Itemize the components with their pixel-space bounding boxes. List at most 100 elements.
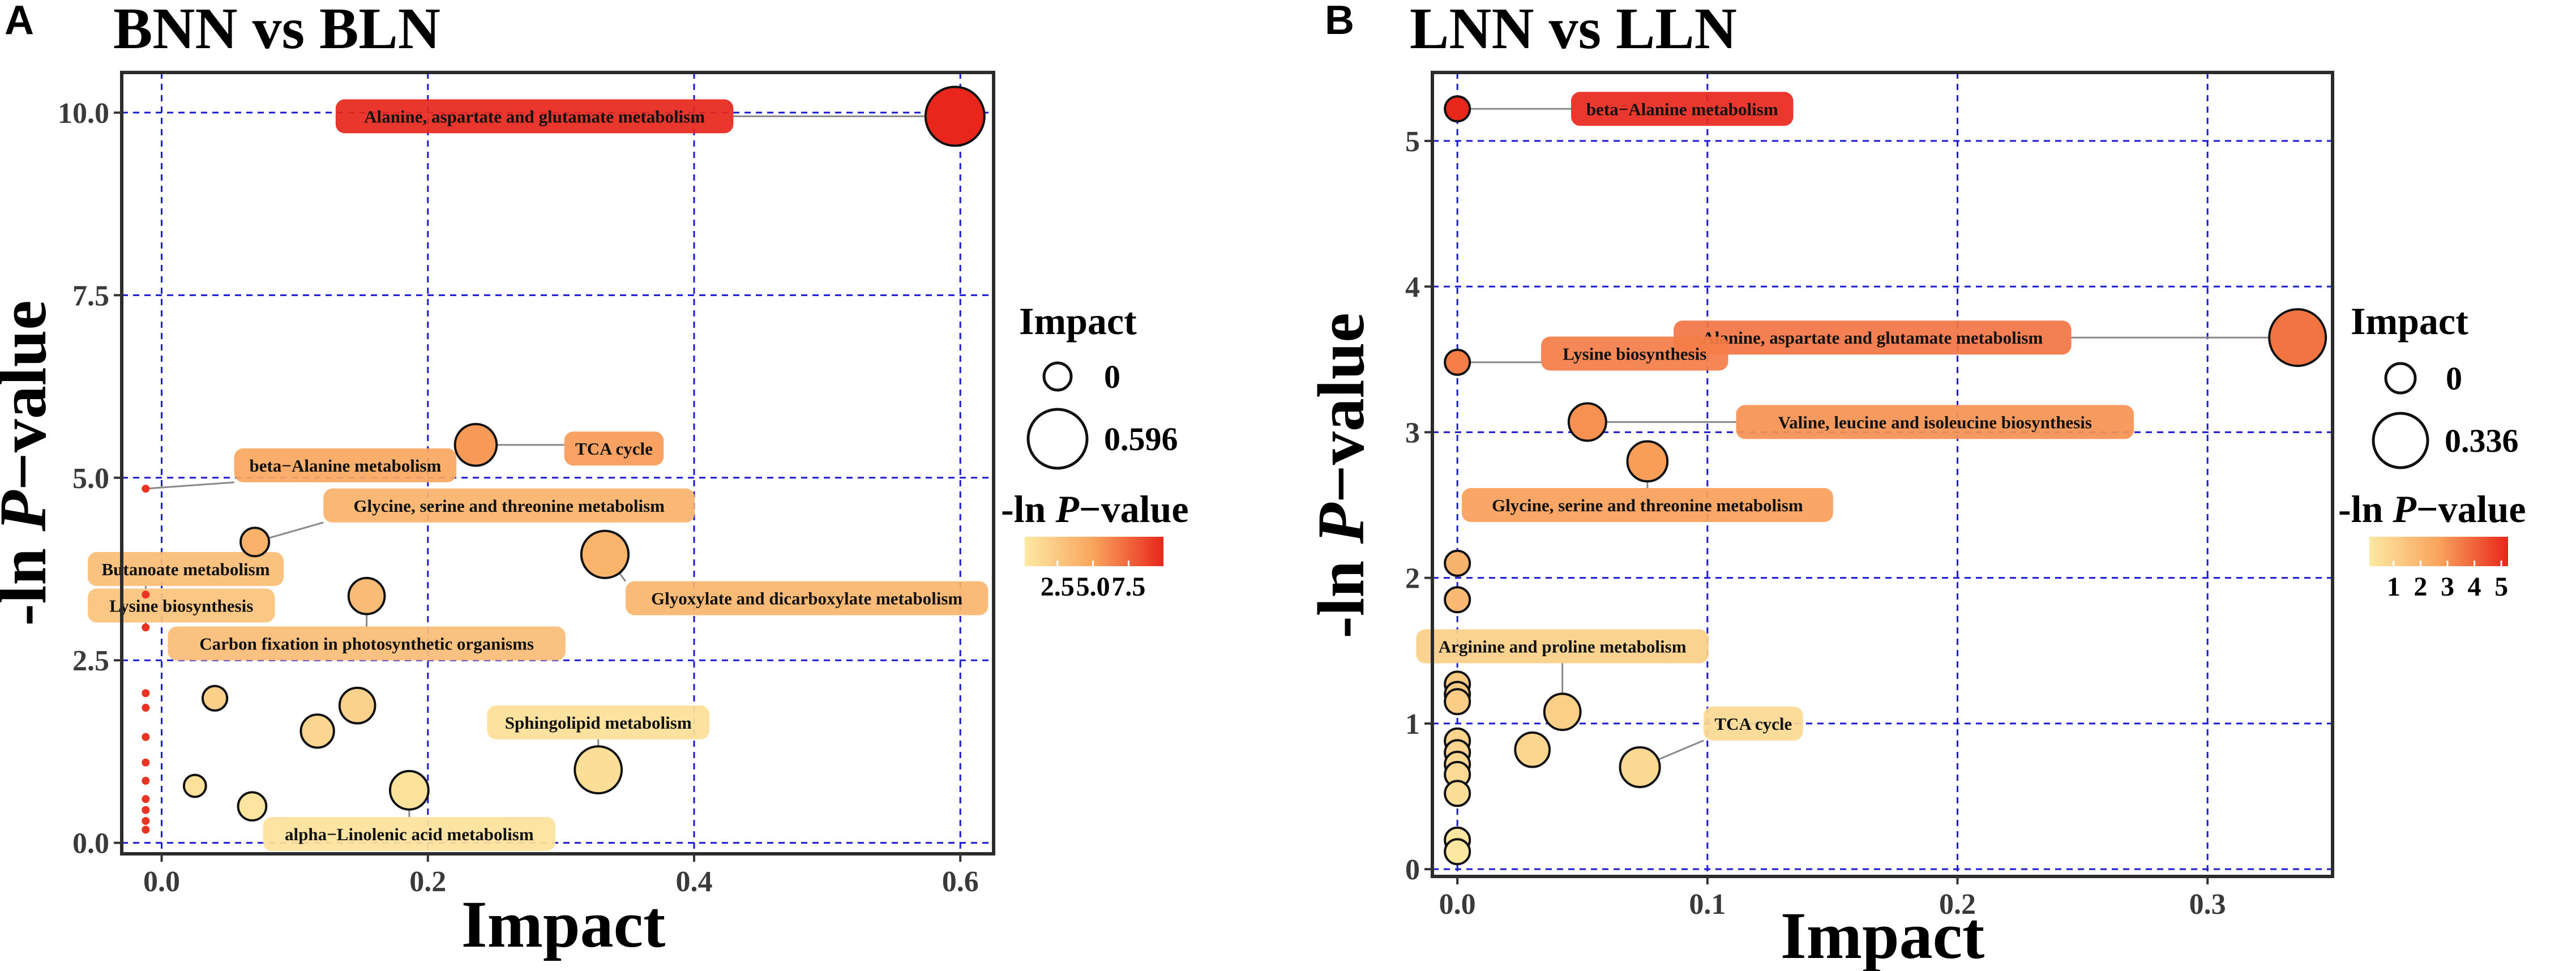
point-label: Glycine, serine and threonine metabolism xyxy=(1492,495,1803,515)
point-label: Arginine and proline metabolism xyxy=(1439,637,1687,657)
data-point xyxy=(1619,746,1661,789)
point-label: TCA cycle xyxy=(575,439,653,459)
panel-a-x-ticks: 0.0 0.2 0.4 0.6 xyxy=(143,854,979,898)
panel-a-y-axis-title: -ln P−value xyxy=(0,300,60,626)
data-point xyxy=(142,485,150,493)
point-label: Glycine, serine and threonine metabolism xyxy=(353,496,665,516)
panel-a-points xyxy=(142,85,986,834)
point-label: Lysine biosynthesis xyxy=(109,596,253,615)
panel-b-point-labels: beta−Alanine metabolism Alanine, aspartat… xyxy=(1416,92,2134,741)
data-point xyxy=(142,704,150,712)
panel-a-size-legend-title: Impact xyxy=(1019,300,1137,343)
point-label-box xyxy=(323,488,695,523)
point-label-box xyxy=(1704,706,1803,741)
point-label-box xyxy=(234,448,457,482)
y-tick-label: 0 xyxy=(1405,854,1420,886)
panel-a-size-legend-label-large: 0.596 xyxy=(1104,421,1178,457)
point-label-box xyxy=(88,588,275,623)
data-point xyxy=(924,85,986,147)
data-point xyxy=(1444,348,1471,376)
point-label-box xyxy=(335,99,734,134)
point-label: Glyoxylate and dicarboxylate metabolism xyxy=(651,589,962,609)
panel-b-size-legend-label-large: 0.336 xyxy=(2445,422,2519,459)
panel-b: B LNN vs LLN beta−Alanine metabolism Alan… xyxy=(1304,0,2526,971)
panel-b-plot-frame xyxy=(1431,71,2334,878)
panel-a-color-legend-title: -ln P−value xyxy=(1001,487,1189,531)
point-label: beta−Alanine metabolism xyxy=(1586,99,1778,119)
data-point xyxy=(1444,688,1471,716)
data-point xyxy=(1444,95,1471,123)
point-label: alpha−Linolenic acid metabolism xyxy=(285,824,534,844)
data-point xyxy=(1444,780,1471,807)
data-point xyxy=(388,769,430,811)
data-point xyxy=(142,733,150,741)
panel-b-letter: B xyxy=(1325,0,1354,43)
panel-a-x-axis-title: Impact xyxy=(461,887,666,961)
y-tick-label: 7.5 xyxy=(72,280,109,312)
data-point xyxy=(1626,440,1669,483)
x-tick-label: 0.3 xyxy=(2189,888,2226,921)
data-point xyxy=(453,422,498,467)
data-point xyxy=(1514,731,1551,768)
point-label-box xyxy=(168,626,566,661)
panel-a-colorbar-ticks: 2.5 5.0 7.5 xyxy=(1041,561,1145,602)
data-point xyxy=(1567,402,1607,442)
panel-a-plot-frame xyxy=(120,71,995,855)
panel-b-size-legend: Impact 0 0.336 xyxy=(2351,300,2519,469)
data-point xyxy=(239,527,271,558)
y-tick-label: 1 xyxy=(1405,708,1420,741)
panel-a-size-legend-circle-small xyxy=(1042,361,1073,392)
panel-a-colorbar xyxy=(1025,537,1163,566)
y-tick-label: 4 xyxy=(1405,271,1420,303)
data-point xyxy=(142,623,150,632)
panel-b-grid xyxy=(1432,72,2333,876)
point-label: TCA cycle xyxy=(1714,714,1792,734)
colorbar-tick-label: 4 xyxy=(2468,572,2481,602)
point-label-box xyxy=(1674,320,2072,355)
x-tick-label: 0.0 xyxy=(1439,888,1476,921)
point-label-box xyxy=(487,705,709,739)
y-tick-label: 2.5 xyxy=(72,645,109,677)
data-point xyxy=(142,591,150,599)
panel-b-title: LNN vs LLN xyxy=(1410,0,1737,61)
x-tick-label: 0.1 xyxy=(1689,888,1726,921)
y-tick-label: 5.0 xyxy=(72,463,109,495)
point-label: Sphingolipid metabolism xyxy=(505,713,692,733)
panel-a-size-legend-circle-large xyxy=(1026,408,1089,470)
panel-b-colorbar xyxy=(2369,537,2508,566)
data-point xyxy=(1543,692,1582,732)
point-label: Valine, leucine and isoleucine biosynthe… xyxy=(1778,412,2092,432)
data-point xyxy=(338,686,376,725)
point-label: Butanoate metabolism xyxy=(101,559,269,579)
panel-b-x-axis-title: Impact xyxy=(1781,899,1985,971)
panel-a-grid xyxy=(122,72,994,854)
panel-a-point-labels: Alanine, aspartate and glutamate metabol… xyxy=(88,99,989,852)
point-label-box xyxy=(1736,405,2134,439)
panel-b-size-legend-circle-small xyxy=(2384,362,2417,395)
data-point xyxy=(142,795,150,803)
colorbar-tick-label: 5 xyxy=(2494,572,2508,602)
point-label-box xyxy=(88,552,284,587)
data-point xyxy=(299,713,335,749)
panel-a: A BNN vs BLN Alanine, aspartate and glut… xyxy=(0,0,1189,961)
panel-a-size-legend-label-small: 0 xyxy=(1104,358,1120,395)
x-tick-label: 0.2 xyxy=(1939,888,1976,921)
point-label: Lysine biosynthesis xyxy=(1563,344,1706,363)
x-tick-label: 0.2 xyxy=(409,866,446,898)
y-tick-label: 2 xyxy=(1405,563,1420,595)
point-label-box xyxy=(564,431,664,466)
colorbar-tick-label: 3 xyxy=(2441,572,2454,602)
colorbar-tick-label: 2 xyxy=(2414,572,2427,602)
x-tick-label: 0.4 xyxy=(675,866,712,898)
x-tick-label: 0.6 xyxy=(942,866,979,898)
x-tick-label: 0.0 xyxy=(143,866,180,898)
data-point xyxy=(201,685,229,712)
colorbar-tick-label: 7.5 xyxy=(1111,572,1145,602)
point-label: beta−Alanine metabolism xyxy=(249,456,441,476)
data-point xyxy=(574,745,623,795)
point-label: Carbon fixation in photosynthetic organi… xyxy=(199,634,534,654)
colorbar-tick-label: 1 xyxy=(2387,572,2400,602)
data-point xyxy=(142,825,150,834)
